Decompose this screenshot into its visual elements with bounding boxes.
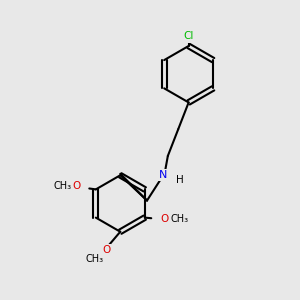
Text: Cl: Cl — [184, 32, 194, 41]
Text: CH₃: CH₃ — [53, 182, 71, 191]
Text: H: H — [176, 175, 184, 185]
Text: O: O — [72, 182, 81, 191]
Text: CH₃: CH₃ — [85, 254, 103, 264]
Text: O: O — [102, 244, 110, 255]
Text: N: N — [159, 170, 168, 180]
Text: O: O — [160, 214, 168, 224]
Text: CH₃: CH₃ — [170, 214, 189, 224]
